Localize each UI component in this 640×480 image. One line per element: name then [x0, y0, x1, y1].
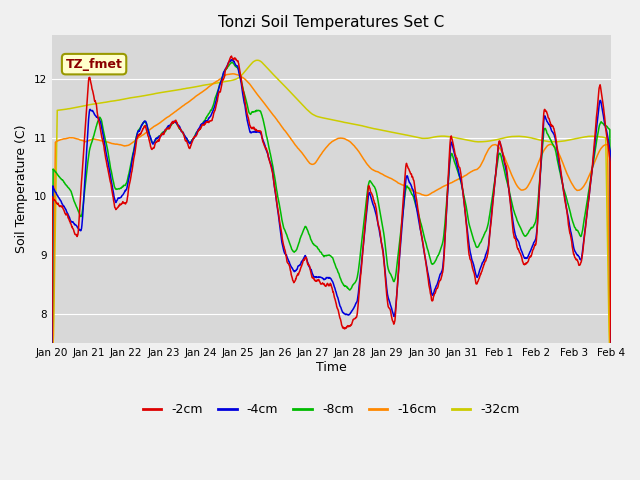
Legend: -2cm, -4cm, -8cm, -16cm, -32cm: -2cm, -4cm, -8cm, -16cm, -32cm [138, 398, 525, 421]
Y-axis label: Soil Temperature (C): Soil Temperature (C) [15, 125, 28, 253]
Text: TZ_fmet: TZ_fmet [66, 58, 122, 71]
Title: Tonzi Soil Temperatures Set C: Tonzi Soil Temperatures Set C [218, 15, 444, 30]
X-axis label: Time: Time [316, 360, 347, 373]
